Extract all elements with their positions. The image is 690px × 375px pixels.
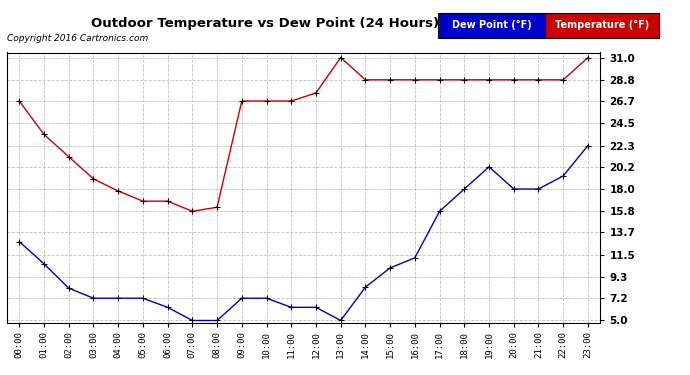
Text: Copyright 2016 Cartronics.com: Copyright 2016 Cartronics.com (7, 34, 148, 43)
Text: Dew Point (°F): Dew Point (°F) (452, 20, 531, 30)
Text: Temperature (°F): Temperature (°F) (555, 20, 649, 30)
Text: Outdoor Temperature vs Dew Point (24 Hours) 20160129: Outdoor Temperature vs Dew Point (24 Hou… (90, 17, 517, 30)
